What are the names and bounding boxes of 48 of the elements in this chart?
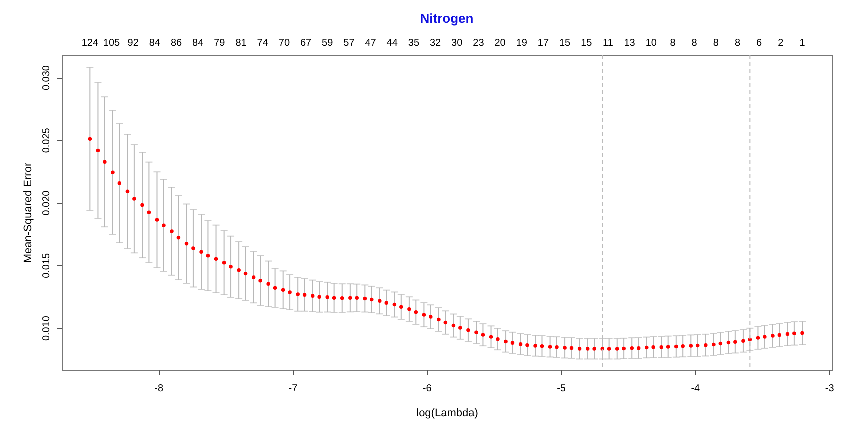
text: 13 bbox=[624, 38, 636, 49]
y-axis-title: Mean-Squared Error bbox=[22, 162, 34, 264]
text: 70 bbox=[278, 38, 290, 49]
text: 17 bbox=[538, 38, 550, 49]
text: 2 bbox=[778, 38, 784, 49]
y-tick-label: 0.030 bbox=[42, 65, 52, 91]
text: 124 bbox=[82, 38, 99, 49]
text: 84 bbox=[149, 38, 161, 49]
y-tick-label: 0.015 bbox=[42, 252, 52, 278]
y-tick-label: 0.020 bbox=[42, 190, 52, 216]
text: 8 bbox=[670, 38, 676, 49]
text: 15 bbox=[559, 38, 572, 49]
x-tick-label: -7 bbox=[288, 384, 298, 394]
text: 79 bbox=[214, 38, 226, 49]
x-tick-label: -4 bbox=[691, 384, 701, 394]
text: 32 bbox=[430, 38, 442, 49]
text: 11 bbox=[603, 38, 614, 49]
chart-title: Nitrogen bbox=[420, 11, 474, 26]
text: 57 bbox=[344, 38, 356, 49]
text: 19 bbox=[516, 38, 528, 49]
text: 74 bbox=[257, 38, 269, 49]
text: 59 bbox=[322, 38, 334, 49]
text: 8 bbox=[734, 38, 741, 49]
x-tick-label: -8 bbox=[154, 384, 164, 394]
text: 84 bbox=[192, 38, 204, 49]
text: 44 bbox=[386, 38, 398, 49]
text: 20 bbox=[494, 38, 506, 49]
text: 23 bbox=[473, 38, 485, 49]
text: 15 bbox=[581, 38, 593, 49]
text: 1 bbox=[800, 38, 806, 49]
text: 10 bbox=[646, 38, 658, 49]
text: 67 bbox=[300, 38, 312, 49]
x-axis-title: log(Lambda) bbox=[416, 408, 478, 420]
x-tick-label: -6 bbox=[422, 384, 432, 394]
text: 8 bbox=[713, 38, 720, 49]
text: 8 bbox=[692, 38, 698, 49]
text: 30 bbox=[452, 38, 464, 49]
y-tick-label: 0.010 bbox=[42, 316, 52, 342]
x-tick-label: -3 bbox=[825, 384, 835, 394]
text: 6 bbox=[756, 38, 763, 49]
text: 92 bbox=[128, 38, 140, 49]
text: 35 bbox=[408, 38, 420, 49]
text: 86 bbox=[170, 38, 183, 49]
x-tick-label: -5 bbox=[557, 384, 566, 394]
text: 81 bbox=[236, 38, 248, 49]
text: 105 bbox=[103, 38, 121, 49]
y-tick-label: 0.025 bbox=[42, 128, 52, 154]
text: 47 bbox=[365, 38, 377, 49]
